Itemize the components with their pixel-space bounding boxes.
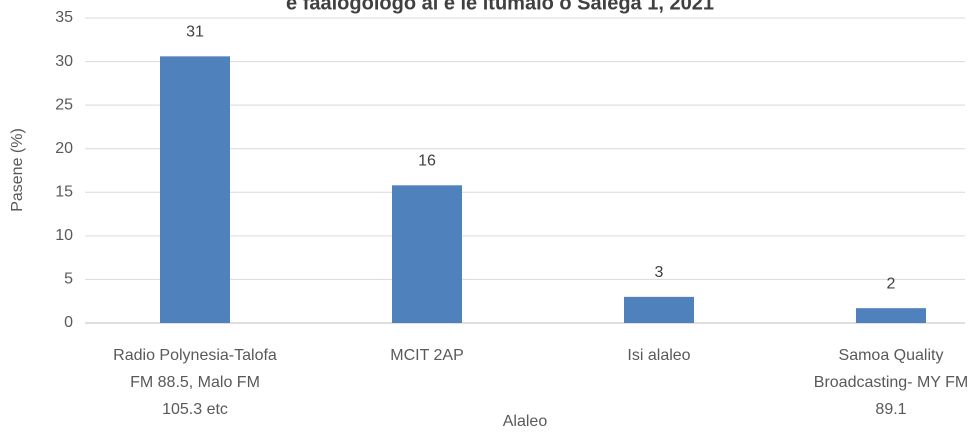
- bar: [392, 185, 462, 323]
- x-tick-label: Isi alaleo: [627, 347, 690, 364]
- bar: [856, 308, 926, 323]
- y-tick-label: 20: [55, 140, 73, 157]
- x-tick-label: Radio Polynesia-Talofa FM 88.5, Malo FM 10…: [113, 347, 277, 418]
- y-tick-label: 15: [55, 184, 73, 201]
- y-tick-label: 0: [64, 314, 73, 331]
- bar: [160, 56, 230, 323]
- chart-title: e faalogologo ai e le itumalo o Salega 1…: [286, 0, 714, 14]
- x-axis-title: Alaleo: [503, 413, 548, 430]
- data-label: 16: [418, 153, 436, 170]
- y-axis-title: Pasene (%): [9, 128, 26, 212]
- data-label: 31: [186, 24, 204, 41]
- data-label: 2: [887, 275, 896, 292]
- y-tick-label: 35: [55, 9, 73, 26]
- y-tick-label: 5: [64, 271, 73, 288]
- y-tick-label: 10: [55, 227, 73, 244]
- y-tick-label: 30: [55, 53, 73, 70]
- x-tick-label: MCIT 2AP: [390, 347, 464, 364]
- data-label: 3: [655, 264, 664, 281]
- x-tick-label: Samoa Quality Broadcasting- MY FM 89.1: [814, 347, 968, 418]
- bar: [624, 296, 694, 323]
- y-tick-label: 25: [55, 96, 73, 113]
